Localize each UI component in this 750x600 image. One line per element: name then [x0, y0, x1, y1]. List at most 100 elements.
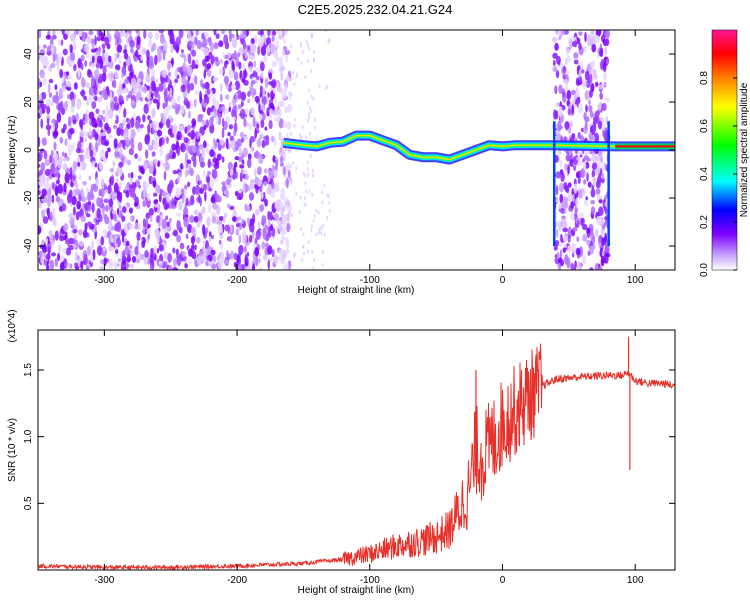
- noise-blob: [209, 123, 215, 134]
- noise-blob: [286, 222, 291, 233]
- noise-blob: [145, 182, 150, 188]
- noise-blob: [237, 263, 242, 270]
- noise-blob: [229, 205, 235, 211]
- noise-blob: [275, 82, 279, 90]
- noise-blob: [62, 123, 67, 131]
- noise-blob: [75, 147, 81, 154]
- noise-blob: [154, 54, 158, 66]
- noise-blob: [68, 213, 74, 219]
- noise-blob: [118, 193, 122, 203]
- noise-blob: [99, 149, 105, 161]
- noise-blob: [171, 197, 175, 207]
- noise-blob: [188, 215, 195, 224]
- noise-blob: [279, 66, 286, 72]
- noise-blob: [63, 223, 69, 232]
- noise-blob: [153, 245, 157, 254]
- noise-blob: [236, 216, 242, 221]
- x-tick-label: 0: [500, 275, 506, 286]
- noise-blob: [208, 235, 212, 243]
- noise-blob: [586, 172, 589, 182]
- noise-blob: [152, 138, 155, 147]
- noise-blob: [154, 32, 160, 40]
- noise-blob: [187, 259, 192, 265]
- noise-blob: [240, 101, 244, 107]
- noise-blob: [595, 81, 599, 87]
- noise-blob: [168, 71, 172, 77]
- noise-blob: [137, 223, 142, 231]
- noise-blob: [162, 162, 167, 168]
- noise-blob: [144, 133, 150, 145]
- noise-blob: [61, 203, 67, 212]
- noise-blob: [220, 234, 224, 240]
- noise-blob: [93, 122, 98, 127]
- noise-blob: [43, 58, 50, 67]
- noise-blob: [321, 250, 324, 255]
- noise-blob: [40, 162, 46, 172]
- noise-blob: [567, 107, 572, 116]
- noise-blob: [274, 97, 277, 105]
- noise-blob: [168, 179, 174, 190]
- noise-blob: [172, 151, 177, 159]
- noise-blob: [254, 247, 260, 257]
- noise-blob: [295, 166, 298, 171]
- noise-blob: [109, 167, 115, 172]
- noise-blob: [53, 141, 57, 151]
- noise-blob: [310, 32, 313, 37]
- noise-blob: [94, 68, 100, 79]
- noise-blob: [294, 117, 297, 122]
- noise-blob: [84, 137, 87, 143]
- noise-blob: [211, 212, 216, 217]
- noise-blob: [201, 148, 205, 158]
- noise-blob: [156, 248, 160, 254]
- noise-blob: [95, 177, 99, 187]
- noise-blob: [244, 258, 249, 263]
- noise-blob: [179, 109, 185, 115]
- y-tick-label: 1.5: [23, 363, 34, 377]
- noise-blob: [576, 97, 580, 108]
- noise-blob: [54, 185, 59, 197]
- noise-blob: [213, 42, 219, 50]
- noise-blob: [229, 135, 234, 141]
- noise-blob: [112, 160, 116, 168]
- noise-blob: [246, 122, 250, 127]
- noise-blob: [264, 37, 267, 45]
- noise-blob: [573, 52, 579, 59]
- colorbar-tick-label: 0.0: [699, 263, 710, 277]
- noise-blob: [216, 138, 220, 143]
- noise-blob: [183, 137, 189, 144]
- noise-blob: [40, 118, 44, 129]
- noise-blob: [48, 246, 51, 257]
- noise-blob: [113, 182, 119, 194]
- noise-blob: [249, 135, 255, 143]
- noise-blob: [40, 182, 46, 188]
- noise-blob: [217, 224, 223, 234]
- noise-blob: [237, 52, 241, 58]
- noise-blob: [291, 179, 294, 184]
- noise-blob: [183, 55, 187, 63]
- noise-blob: [145, 75, 151, 84]
- noise-blob: [187, 132, 192, 137]
- noise-blob: [291, 161, 294, 166]
- noise-blob: [244, 261, 249, 267]
- noise-blob: [194, 184, 201, 196]
- noise-blob: [165, 215, 169, 221]
- noise-blob: [199, 197, 202, 207]
- noise-blob: [148, 164, 154, 175]
- noise-blob: [184, 263, 188, 269]
- noise-blob: [54, 257, 59, 267]
- noise-blob: [88, 111, 95, 120]
- noise-blob: [326, 215, 329, 220]
- noise-blob: [562, 236, 568, 243]
- noise-blob: [115, 115, 119, 123]
- noise-blob: [191, 243, 195, 250]
- noise-blob: [251, 263, 256, 270]
- noise-blob: [243, 79, 249, 86]
- noise-blob: [49, 154, 53, 164]
- noise-blob: [573, 183, 578, 194]
- noise-blob: [309, 131, 312, 136]
- noise-blob: [172, 170, 178, 175]
- noise-blob: [194, 90, 200, 95]
- noise-blob: [230, 223, 233, 233]
- noise-blob: [119, 180, 122, 190]
- noise-blob: [211, 55, 216, 64]
